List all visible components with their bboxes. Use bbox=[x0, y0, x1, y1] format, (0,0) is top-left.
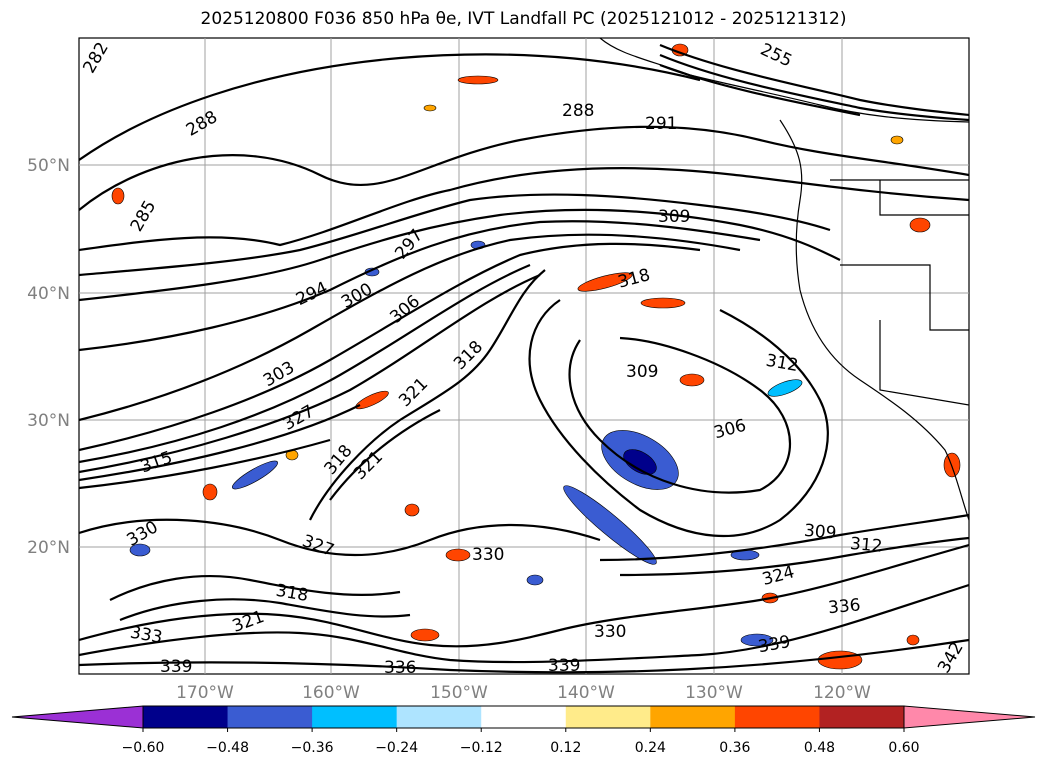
colorbar-segment bbox=[312, 706, 398, 728]
contour-label: 336 bbox=[384, 658, 416, 678]
colorbar-tick-label: 0.24 bbox=[635, 740, 666, 756]
colorbar-segment bbox=[734, 706, 820, 728]
contour-label: 288 bbox=[562, 101, 594, 121]
contour-label: 312 bbox=[849, 534, 883, 557]
contour-label: 291 bbox=[645, 114, 677, 134]
colorbar-tick-label: −0.48 bbox=[206, 740, 249, 756]
colorbar-segment bbox=[650, 706, 736, 728]
coastline bbox=[599, 38, 969, 521]
contour-label: 330 bbox=[472, 545, 504, 565]
contour-label: 330 bbox=[594, 622, 626, 642]
contour-label: 336 bbox=[827, 595, 861, 618]
colorbar-tick-label: 0.48 bbox=[804, 740, 835, 756]
colorbar-tick-label: 0.12 bbox=[550, 740, 581, 756]
x-tick-label: 130°W bbox=[685, 683, 743, 703]
x-tick-label: 150°W bbox=[430, 683, 488, 703]
contour-label: 309 bbox=[803, 521, 837, 544]
gridlines bbox=[79, 38, 969, 674]
contour-label: 339 bbox=[160, 657, 192, 677]
colorbar-segment bbox=[481, 706, 567, 728]
y-tick-label: 30°N bbox=[27, 411, 70, 431]
colorbar-segment bbox=[396, 706, 482, 728]
y-tick-label: 50°N bbox=[27, 156, 70, 176]
colorbar-tick-label: −0.60 bbox=[122, 740, 165, 756]
colorbar-segment bbox=[227, 706, 313, 728]
colorbar-tick-label: 0.36 bbox=[719, 740, 750, 756]
colorbar-tick-label: −0.12 bbox=[460, 740, 503, 756]
x-tick-label: 170°W bbox=[176, 683, 234, 703]
chart-title: 2025120800 F036 850 hPa θe, IVT Landfall… bbox=[200, 9, 847, 29]
y-axis-ticks: 20°N 30°N 40°N 50°N bbox=[27, 156, 70, 558]
colorbar-extension-high bbox=[903, 705, 1036, 729]
colorbar-segment bbox=[143, 706, 229, 728]
x-tick-label: 140°W bbox=[557, 683, 615, 703]
contour-label: 309 bbox=[658, 207, 690, 227]
colorbar-tick-label: 0.60 bbox=[888, 740, 919, 756]
colorbar-segment bbox=[565, 706, 651, 728]
y-tick-label: 20°N bbox=[27, 538, 70, 558]
x-tick-label: 160°W bbox=[302, 683, 360, 703]
theta-e-contours bbox=[79, 43, 969, 674]
y-tick-label: 40°N bbox=[27, 284, 70, 304]
x-axis-ticks: 170°W 160°W 150°W 140°W 130°W 120°W bbox=[176, 683, 871, 703]
colorbar-tick-label: −0.24 bbox=[375, 740, 418, 756]
colorbar-tick-label: −0.36 bbox=[291, 740, 334, 756]
colorbar-segment bbox=[819, 706, 905, 728]
colorbar-outline bbox=[142, 705, 905, 729]
contour-label: 339 bbox=[548, 656, 580, 676]
colorbar-extension-low bbox=[11, 705, 144, 729]
contour-label: 309 bbox=[626, 362, 658, 382]
x-tick-label: 120°W bbox=[813, 683, 871, 703]
colorbar: −0.60 −0.48 −0.36 −0.24 −0.12 0.12 0.24 0.36 0.4… bbox=[11, 705, 1036, 756]
map-frame bbox=[78, 37, 970, 675]
